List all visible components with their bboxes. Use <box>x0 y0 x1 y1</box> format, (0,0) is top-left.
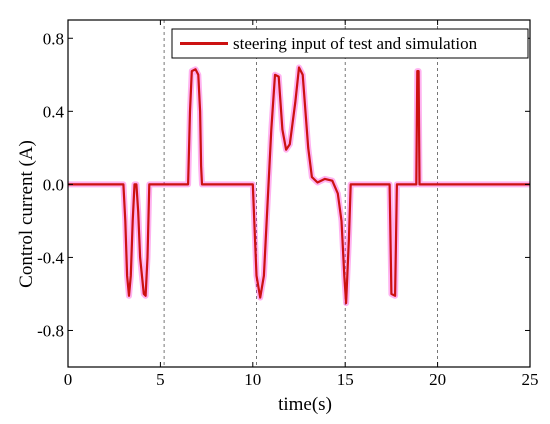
grid-lines <box>163 20 439 367</box>
x-tick-label: 15 <box>337 370 354 389</box>
legend-entry: steering input of test and simulation <box>233 34 478 53</box>
simulation-series-line <box>68 66 530 305</box>
y-tick-label: -0.8 <box>37 321 64 340</box>
x-tick-label: 5 <box>156 370 165 389</box>
y-tick-label: -0.4 <box>37 248 64 267</box>
x-tick-label: 20 <box>429 370 446 389</box>
plot-frame <box>67 19 531 368</box>
tick-marks <box>67 20 531 367</box>
y-tick-labels: -0.8 -0.4 0.0 0.4 0.8 <box>37 29 64 340</box>
x-tick-labels: 0 5 10 15 20 25 <box>64 370 539 389</box>
y-axis-label: Control current (A) <box>16 140 37 288</box>
y-tick-label: 0.8 <box>43 29 64 48</box>
legend: steering input of test and simulation <box>171 28 529 59</box>
y-tick-label: 0.4 <box>43 102 65 121</box>
x-axis-label: time(s) <box>278 394 332 415</box>
y-tick-label: 0.0 <box>43 175 64 194</box>
x-tick-label: 0 <box>64 370 73 389</box>
legend-box <box>171 28 529 59</box>
series-layer <box>68 64 530 307</box>
x-tick-label: 25 <box>522 370 539 389</box>
x-tick-label: 10 <box>244 370 261 389</box>
